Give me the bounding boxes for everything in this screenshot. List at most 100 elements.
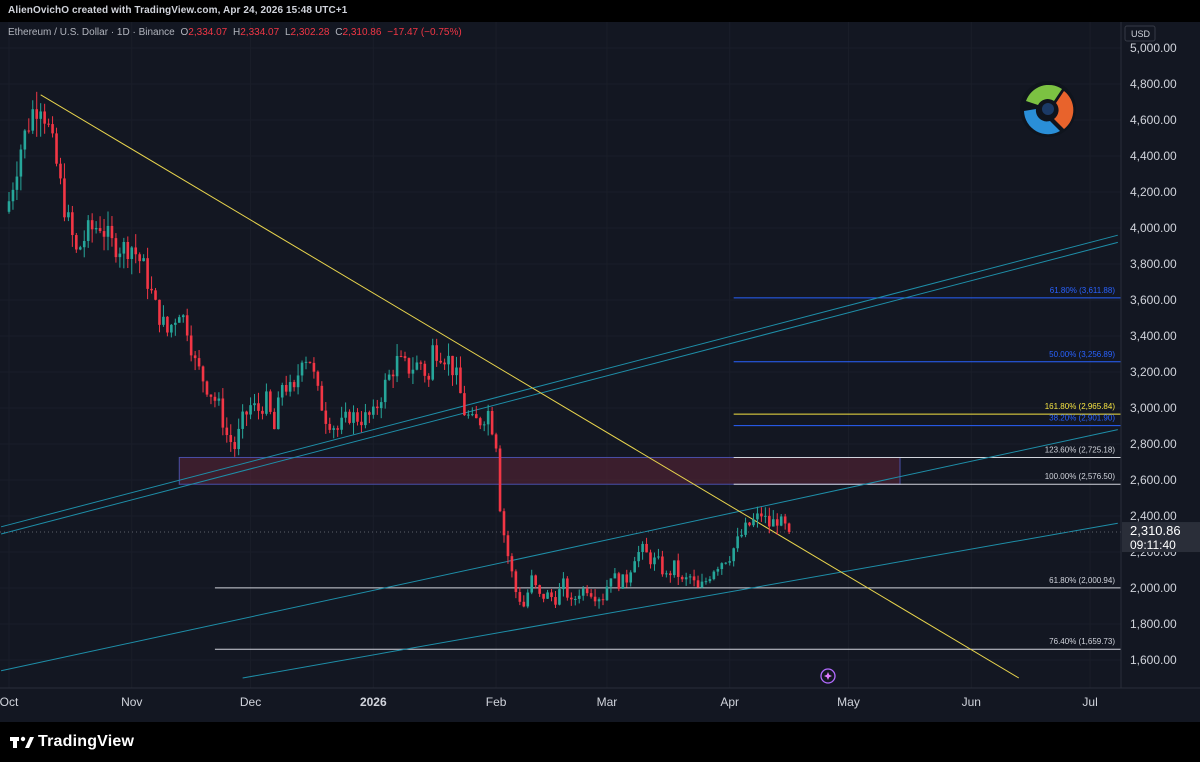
candle-body bbox=[550, 592, 553, 598]
candle-body bbox=[340, 417, 343, 430]
sparkle-icon[interactable] bbox=[820, 668, 836, 684]
candle-body bbox=[633, 561, 636, 573]
candle-body bbox=[27, 130, 31, 132]
candle-body bbox=[554, 597, 557, 605]
candle-body bbox=[324, 410, 328, 424]
candle-body bbox=[288, 382, 292, 392]
tradingview-logo[interactable]: TradingView bbox=[10, 731, 134, 753]
candle-body bbox=[601, 599, 605, 601]
time-tick-label: Mar bbox=[597, 695, 618, 709]
candle-body bbox=[625, 574, 629, 583]
candle-body bbox=[265, 391, 268, 414]
candle-body bbox=[39, 111, 42, 119]
candle-body bbox=[138, 254, 141, 262]
candle-body bbox=[47, 123, 50, 125]
fib-level-label: 38.20% (2,901.90) bbox=[1049, 414, 1115, 423]
candle-body bbox=[724, 562, 728, 564]
candle-body bbox=[538, 585, 541, 594]
candle-body bbox=[63, 178, 66, 218]
candle-body bbox=[15, 176, 19, 190]
time-tick-label: Jul bbox=[1082, 695, 1097, 709]
candle-body bbox=[189, 335, 193, 356]
candle-body bbox=[443, 362, 446, 365]
price-tick-label: 4,000.00 bbox=[1130, 221, 1177, 235]
candle-body bbox=[344, 411, 347, 418]
candle-body bbox=[498, 448, 502, 512]
candle-body bbox=[760, 513, 763, 517]
tradingview-wordmark: TradingView bbox=[38, 733, 135, 750]
candle-body bbox=[435, 345, 438, 361]
candle-body bbox=[641, 543, 644, 553]
candle-body bbox=[771, 519, 775, 527]
price-tick-label: 2,000.00 bbox=[1130, 581, 1177, 595]
channel-line bbox=[0, 429, 1118, 672]
time-axis[interactable] bbox=[0, 688, 1200, 722]
price-tick-label: 4,600.00 bbox=[1130, 113, 1177, 127]
open-value: 2,334.07 bbox=[188, 27, 228, 38]
candle-body bbox=[284, 384, 288, 392]
candle-body bbox=[570, 597, 573, 600]
candle-body bbox=[185, 315, 189, 336]
candle-body bbox=[775, 519, 779, 526]
symbol-label[interactable]: Ethereum / U.S. Dollar · 1D · Binance bbox=[8, 27, 175, 38]
high-value: 2,334.07 bbox=[240, 27, 280, 38]
candle-body bbox=[756, 513, 759, 520]
fib-level-label: 61.80% (3,611.88) bbox=[1050, 286, 1116, 295]
candle-body bbox=[542, 593, 545, 599]
candle-body bbox=[700, 581, 704, 588]
price-axis[interactable] bbox=[1121, 22, 1200, 688]
legend-bar[interactable]: Ethereum / U.S. Dollar · 1D · Binance O2… bbox=[8, 27, 462, 38]
candle-body bbox=[768, 515, 771, 527]
fib-level-label: 100.00% (2,576.50) bbox=[1045, 472, 1116, 481]
candle-body bbox=[467, 414, 470, 416]
candle-body bbox=[51, 124, 54, 134]
candle-body bbox=[621, 574, 625, 589]
candle-body bbox=[692, 576, 696, 581]
candle-body bbox=[126, 241, 130, 259]
candle-body bbox=[114, 238, 118, 258]
time-tick-label: Apr bbox=[720, 695, 739, 709]
supply-zone bbox=[178, 456, 901, 485]
candle-body bbox=[415, 362, 419, 370]
candle-body bbox=[403, 356, 407, 359]
candle-body bbox=[779, 516, 783, 526]
candle-body bbox=[201, 366, 205, 382]
candle-body bbox=[304, 361, 308, 363]
candle-body bbox=[166, 316, 169, 333]
downtrend-line bbox=[40, 94, 1020, 679]
candle-body bbox=[471, 414, 474, 416]
candle-body bbox=[657, 556, 660, 558]
currency-box[interactable] bbox=[1124, 25, 1156, 42]
candle-body bbox=[573, 598, 577, 600]
close-key: C bbox=[335, 27, 343, 38]
candle-body bbox=[684, 577, 688, 580]
candle-body bbox=[617, 573, 621, 589]
candle-body bbox=[716, 569, 720, 572]
candle-body bbox=[451, 355, 454, 376]
candle-body bbox=[7, 201, 11, 212]
price-tick-label: 4,200.00 bbox=[1130, 185, 1177, 199]
candle-body bbox=[356, 412, 359, 422]
candle-body bbox=[86, 220, 90, 241]
fib-level-label: 50.00% (3,256.89) bbox=[1049, 350, 1115, 359]
candle-body bbox=[308, 361, 312, 363]
candle-body bbox=[82, 240, 86, 248]
candle-body bbox=[463, 393, 466, 416]
price-chart[interactable]: 61.80% (3,611.88) 50.00% (3,256.89) 161.80… bbox=[0, 22, 1200, 722]
footer-bar: TradingView bbox=[0, 722, 1200, 762]
low-value: 2,302.28 bbox=[290, 27, 330, 38]
candle-body bbox=[530, 575, 534, 593]
candle-body bbox=[665, 573, 668, 575]
open-key: O bbox=[180, 27, 189, 38]
candle-body bbox=[708, 579, 712, 582]
candle-body bbox=[316, 371, 320, 386]
time-tick-label: Feb bbox=[486, 695, 507, 709]
candle-body bbox=[360, 421, 363, 426]
chart-area[interactable]: 61.80% (3,611.88) 50.00% (3,256.89) 161.80… bbox=[0, 22, 1200, 722]
candle-body bbox=[158, 299, 161, 325]
chart-credit: AlienOvichO created with TradingView.com… bbox=[8, 5, 348, 16]
candle-body bbox=[455, 367, 458, 376]
header-bar: AlienOvichO created with TradingView.com… bbox=[0, 0, 1200, 22]
candle-body bbox=[645, 543, 648, 553]
candle-body bbox=[605, 586, 609, 601]
